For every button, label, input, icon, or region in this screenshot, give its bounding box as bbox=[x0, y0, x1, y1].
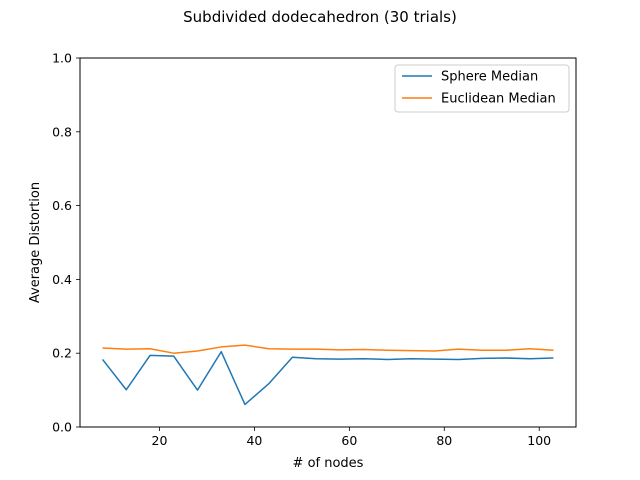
legend: Sphere Median Euclidean Median bbox=[394, 64, 570, 113]
x-axis-label: # of nodes bbox=[293, 456, 364, 471]
series-line-euclidean-median bbox=[102, 344, 554, 354]
y-tick-label: 0.0 bbox=[52, 420, 72, 435]
y-axis-label: Average Distortion bbox=[28, 182, 43, 303]
legend-label-sphere-median: Sphere Median bbox=[441, 70, 538, 85]
x-tick-label: 100 bbox=[527, 433, 551, 448]
y-axis: 0.0 0.2 0.4 0.6 0.8 1.0 bbox=[52, 51, 80, 435]
x-tick-label: 80 bbox=[436, 433, 452, 448]
legend-frame bbox=[394, 64, 570, 113]
chart-title: Subdivided dodecahedron (30 trials) bbox=[183, 8, 457, 26]
y-tick-label: 0.2 bbox=[52, 346, 72, 361]
x-axis: 20 40 60 80 100 bbox=[152, 427, 551, 448]
legend-label-euclidean-median: Euclidean Median bbox=[441, 92, 556, 107]
y-tick-label: 0.8 bbox=[52, 124, 72, 139]
y-tick-label: 1.0 bbox=[52, 51, 72, 66]
y-tick-label: 0.4 bbox=[52, 272, 72, 287]
x-tick-label: 60 bbox=[341, 433, 357, 448]
series-lines bbox=[101, 344, 554, 406]
plot-area bbox=[79, 57, 577, 428]
x-tick-label: 20 bbox=[152, 433, 168, 448]
plot-frame bbox=[79, 57, 577, 428]
y-tick-label: 0.6 bbox=[52, 198, 72, 213]
series-line-sphere-median bbox=[101, 350, 554, 406]
x-tick-label: 40 bbox=[246, 433, 262, 448]
